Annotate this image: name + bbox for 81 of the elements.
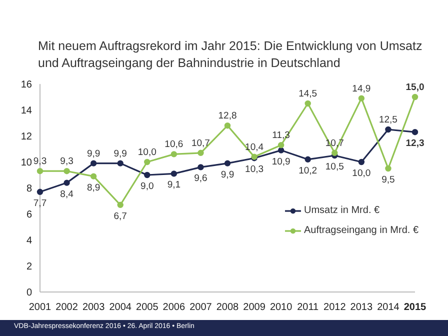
x-tick-label: 2005 (136, 302, 159, 313)
point (278, 147, 284, 154)
data-label: 10,0 (138, 147, 156, 158)
data-label: 7,7 (33, 198, 47, 209)
x-tick-label: 2012 (324, 302, 346, 313)
y-tick-label: 2 (26, 262, 32, 273)
point (90, 173, 97, 180)
y-tick-label: 4 (26, 236, 32, 247)
point (224, 122, 231, 129)
point (90, 160, 97, 166)
x-tick-label: 2002 (56, 302, 78, 313)
point (278, 142, 284, 148)
y-tick-label: 8 (26, 184, 32, 195)
data-label: 10,3 (245, 164, 264, 176)
data-label: 12,5 (378, 114, 398, 126)
data-label: 9,9 (220, 169, 234, 180)
data-label: 8,4 (60, 188, 74, 200)
data-label: 10,5 (325, 162, 344, 172)
x-tick-label: 2001 (28, 302, 52, 313)
legend-label: Umsatz in Mrd. € (304, 205, 380, 216)
data-label: 12,3 (406, 138, 424, 150)
point (64, 168, 70, 174)
y-tick-label: 14 (20, 106, 32, 117)
point (170, 170, 178, 177)
point (224, 160, 231, 166)
point (358, 95, 365, 102)
data-label: 14,5 (298, 88, 318, 100)
point (412, 94, 418, 100)
x-tick-label: 2010 (270, 302, 293, 313)
point (117, 160, 124, 166)
data-label: 9,1 (167, 180, 181, 191)
point (198, 164, 204, 170)
point (385, 126, 392, 133)
legend-label: Auftragseingang in Mrd. € (304, 225, 419, 236)
data-label: 9,6 (194, 173, 208, 184)
x-tick-label: 2007 (190, 302, 212, 313)
data-label: 10,9 (272, 156, 290, 168)
x-tick-label: 2006 (162, 302, 186, 313)
x-tick-label: 2008 (216, 302, 240, 313)
data-label: 9,0 (140, 181, 154, 192)
point (170, 151, 178, 158)
data-label: 9,3 (60, 156, 74, 168)
y-tick-label: 6 (26, 210, 32, 221)
point (64, 180, 70, 186)
point (198, 150, 204, 156)
point (36, 188, 44, 195)
y-tick-label: 12 (20, 132, 32, 143)
data-label: 6,7 (114, 210, 127, 222)
data-label: 9,9 (86, 148, 100, 160)
data-label: 9,5 (382, 174, 395, 186)
chart-title: Mit neuem Auftragsrekord im Jahr 2015: Die Entwicklung von Umsatz und Auftragseingang der Bahnindustrie in Deutschland (38, 38, 424, 72)
data-label: 9,9 (114, 148, 127, 160)
data-label: 12,8 (218, 110, 237, 122)
y-tick-label: 16 (20, 80, 32, 91)
x-tick-label: 2015 (404, 302, 427, 313)
data-label: 10,7 (191, 138, 210, 149)
data-label: 10,0 (352, 168, 371, 179)
x-tick-label: 2003 (82, 302, 106, 313)
point (332, 150, 338, 156)
data-label: 15,0 (406, 82, 424, 93)
data-label: 9,3 (33, 156, 47, 168)
data-label: 14,9 (352, 83, 371, 94)
point (304, 100, 311, 107)
x-tick-label: 2011 (297, 302, 320, 313)
x-tick-label: 2014 (377, 302, 400, 313)
y-tick-label: 0 (26, 288, 32, 299)
x-tick-label: 2009 (243, 302, 266, 313)
data-label: 8,9 (86, 182, 100, 194)
point (117, 202, 124, 208)
point (358, 158, 365, 166)
x-tick-label: 2004 (109, 302, 132, 313)
point (304, 156, 311, 162)
point (144, 158, 150, 166)
point (144, 172, 150, 178)
data-label: 10,6 (164, 139, 184, 150)
point (36, 168, 44, 174)
point (385, 165, 392, 172)
y-tick-label: 10 (20, 158, 32, 169)
x-tick-label: 2013 (350, 302, 373, 313)
data-label: 10,2 (298, 165, 318, 176)
point (412, 129, 418, 136)
